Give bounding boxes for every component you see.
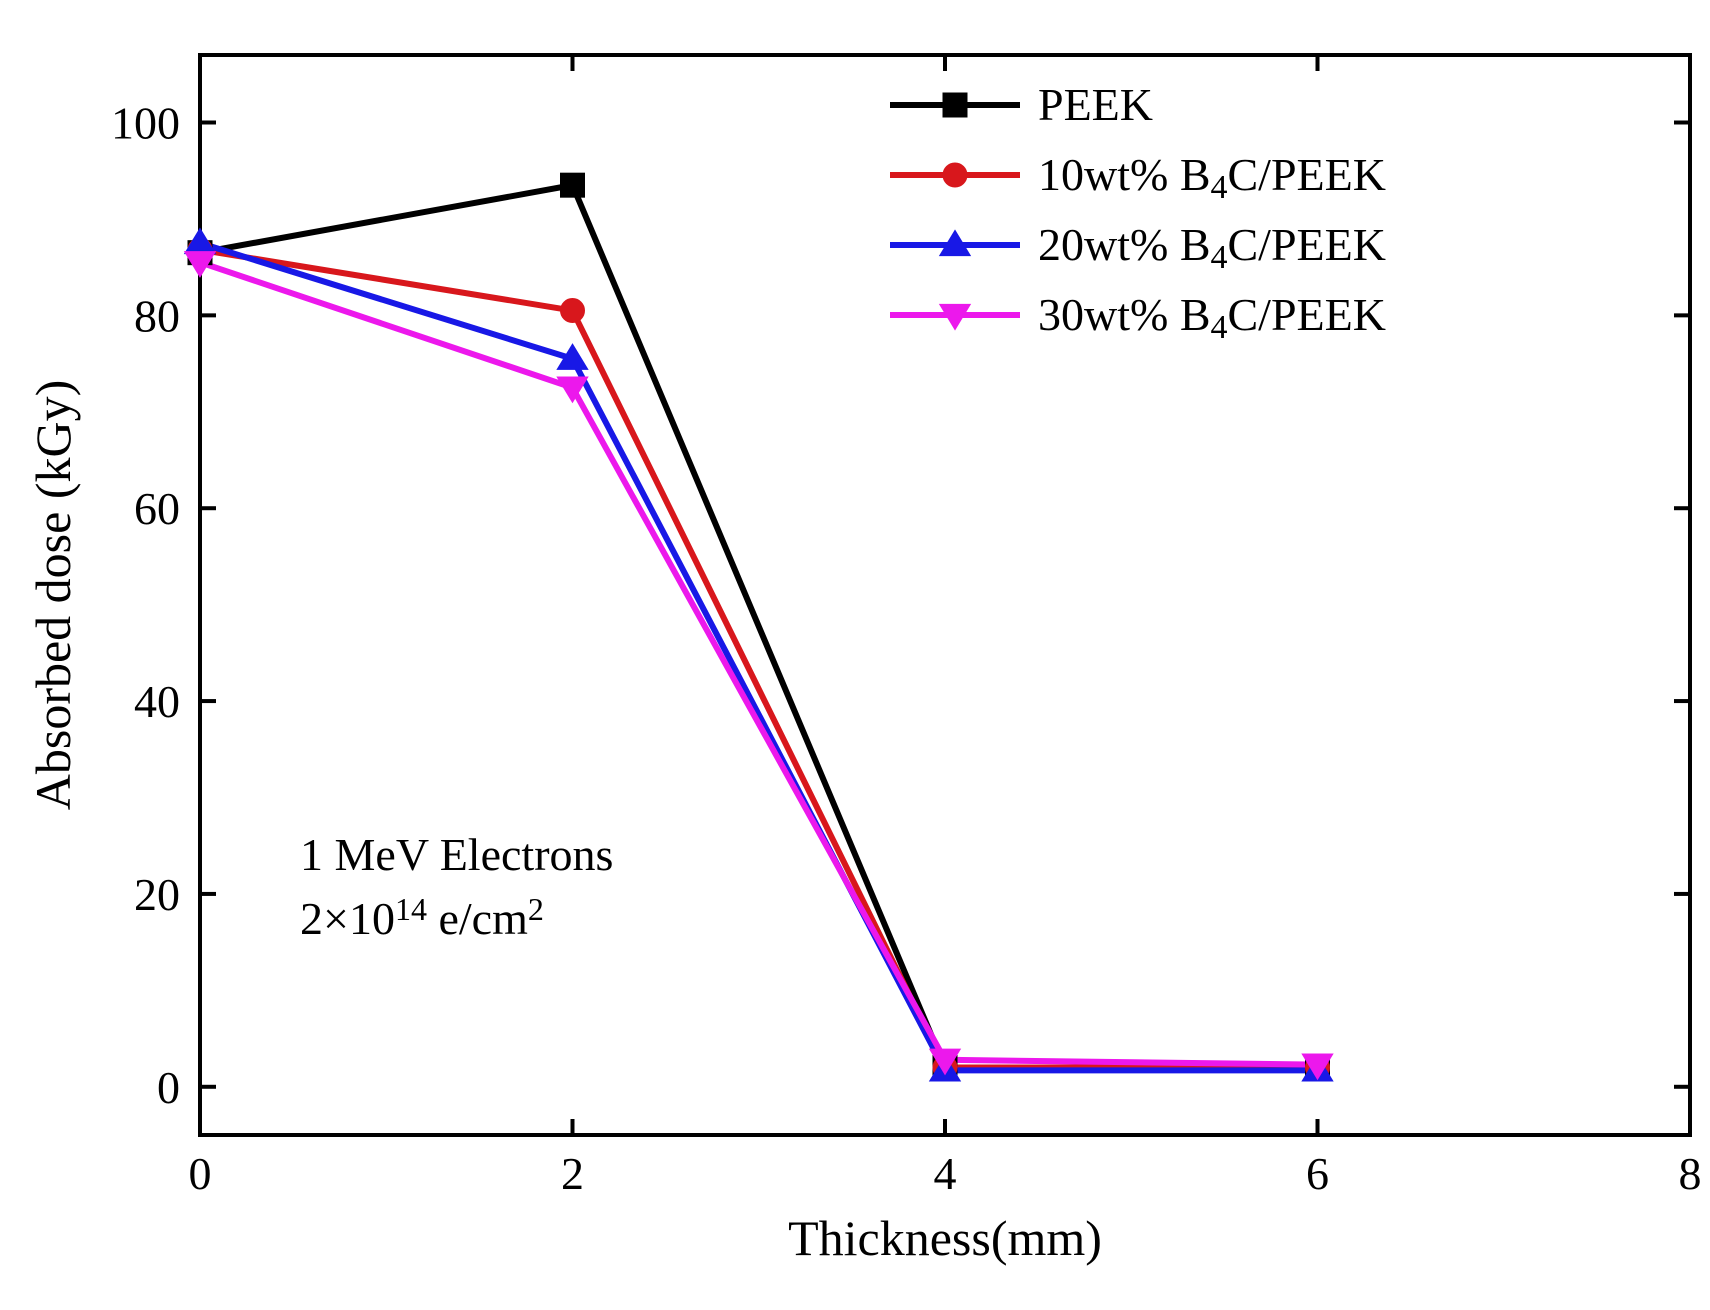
svg-text:Absorbed dose (kGy): Absorbed dose (kGy) (25, 380, 81, 810)
svg-text:0: 0 (157, 1062, 180, 1113)
svg-text:20: 20 (134, 869, 180, 920)
svg-text:100: 100 (111, 98, 180, 149)
svg-text:0: 0 (189, 1148, 212, 1199)
chart-container: 02468020406080100Thickness(mm)Absorbed d… (0, 0, 1710, 1310)
svg-text:Thickness(mm): Thickness(mm) (788, 1210, 1102, 1266)
svg-text:PEEK: PEEK (1038, 79, 1153, 130)
svg-text:2: 2 (561, 1148, 584, 1199)
svg-text:6: 6 (1306, 1148, 1329, 1199)
svg-text:8: 8 (1679, 1148, 1702, 1199)
svg-text:80: 80 (134, 290, 180, 341)
svg-text:40: 40 (134, 676, 180, 727)
line-chart: 02468020406080100Thickness(mm)Absorbed d… (0, 0, 1710, 1310)
svg-text:1 MeV Electrons: 1 MeV Electrons (300, 829, 613, 880)
svg-text:4: 4 (934, 1148, 957, 1199)
svg-text:60: 60 (134, 483, 180, 534)
